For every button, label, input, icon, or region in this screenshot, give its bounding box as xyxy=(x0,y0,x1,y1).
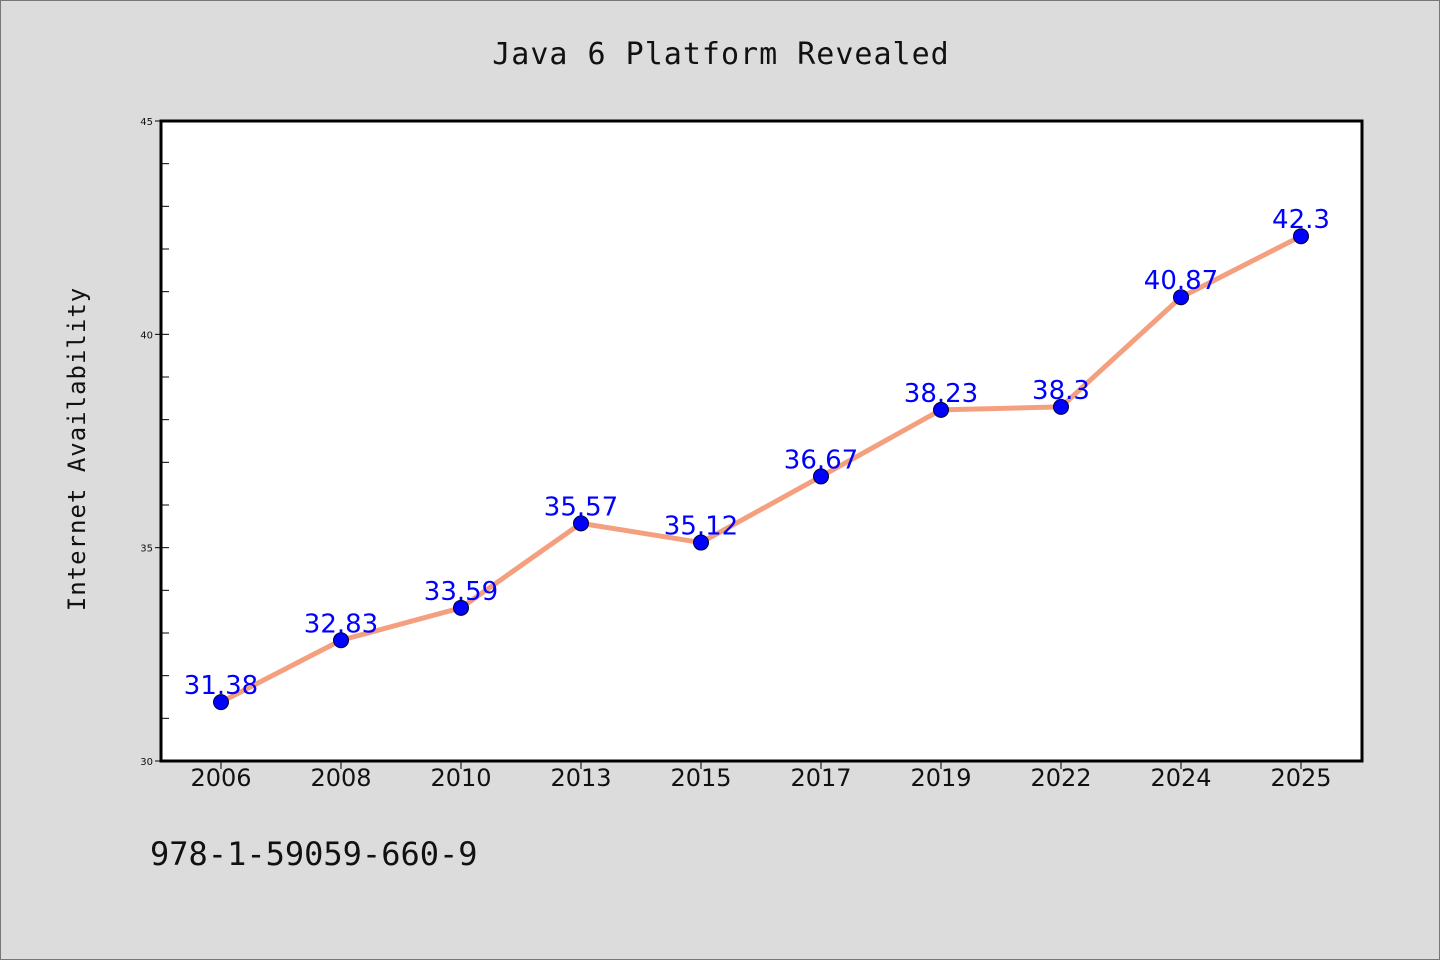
series-line xyxy=(218,233,1304,705)
data-label: 33.59 xyxy=(424,577,498,607)
data-label: 31.38 xyxy=(184,671,258,701)
x-tick-label: 2024 xyxy=(1150,764,1211,792)
y-axis-label: Internet Availability xyxy=(63,287,91,611)
data-label: 42.3 xyxy=(1272,205,1330,235)
x-tick-label: 2010 xyxy=(430,764,491,792)
data-label: 38.3 xyxy=(1032,376,1090,406)
data-point xyxy=(1173,289,1189,306)
data-point xyxy=(1293,228,1309,245)
x-tick-label: 2015 xyxy=(670,764,731,792)
x-tick-label: 2025 xyxy=(1270,764,1331,792)
series-line-layer xyxy=(218,233,1304,705)
plot-area xyxy=(161,121,1362,761)
x-tick-label: 2019 xyxy=(910,764,971,792)
y-tick-label: 40 xyxy=(140,330,153,341)
x-tick-label: 2006 xyxy=(190,764,251,792)
plot-frame xyxy=(159,119,1364,763)
data-label: 36.67 xyxy=(784,445,858,475)
x-tick-label: 2022 xyxy=(1030,764,1091,792)
data-point xyxy=(933,401,949,418)
chart-title: Java 6 Platform Revealed xyxy=(492,37,949,72)
data-label: 38.23 xyxy=(904,379,978,409)
y-tick-label: 30 xyxy=(140,757,153,768)
data-point xyxy=(333,632,349,649)
data-point xyxy=(813,468,829,485)
y-tick-label: 45 xyxy=(140,117,153,128)
data-point xyxy=(693,534,709,551)
data-point xyxy=(213,694,229,711)
data-label: 40.87 xyxy=(1144,266,1218,296)
data-point xyxy=(1053,398,1069,415)
data-points xyxy=(213,228,1309,711)
data-label: 35.57 xyxy=(544,492,618,522)
data-labels: 31.38 32.83 33.59 35.57 35.12 36.67 38.23 38.3 4… xyxy=(184,205,1330,701)
x-tick-label: 2017 xyxy=(790,764,851,792)
axis-ticks: 30 35 40 45 2006 2008 2010 2013 2015 2017 2019 2022… xyxy=(140,117,1331,792)
data-point xyxy=(453,599,469,616)
data-label: 32.83 xyxy=(304,609,378,639)
x-tick-label: 2013 xyxy=(550,764,611,792)
data-label: 35.12 xyxy=(664,512,738,542)
y-tick-label: 35 xyxy=(140,544,153,555)
isbn-footnote: 978-1-59059-660-9 xyxy=(150,835,478,873)
x-tick-label: 2008 xyxy=(310,764,371,792)
data-point xyxy=(573,515,589,532)
